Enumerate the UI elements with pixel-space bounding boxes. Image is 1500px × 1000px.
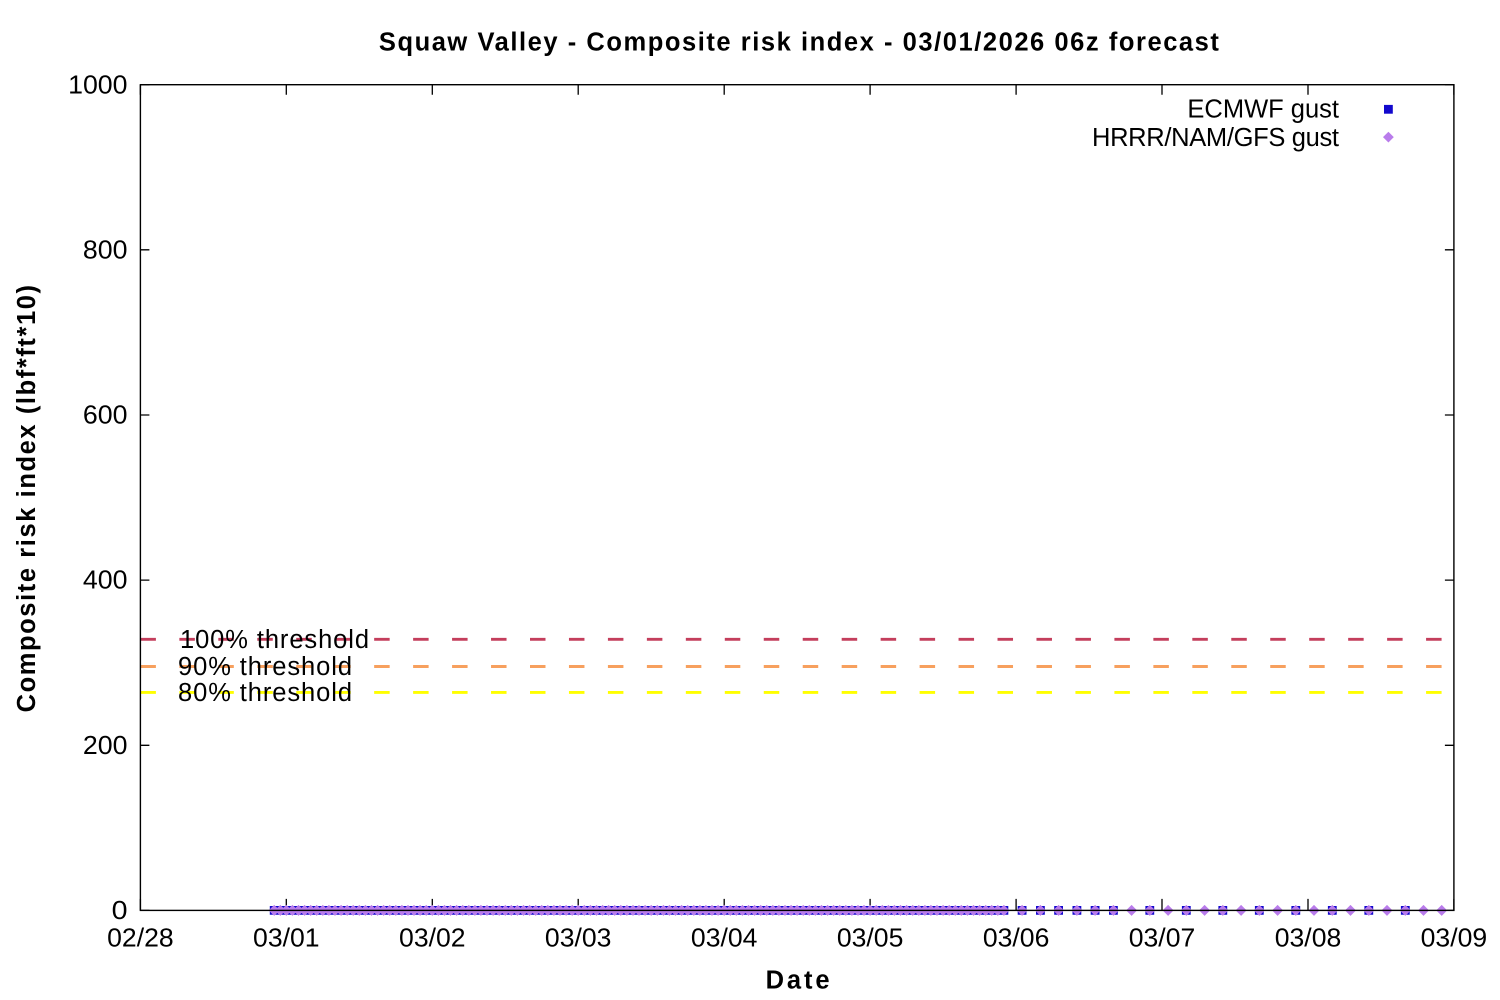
svg-text:02/28: 02/28	[107, 925, 174, 953]
svg-text:Date: Date	[766, 966, 830, 994]
svg-text:03/05: 03/05	[837, 925, 904, 953]
svg-text:80% threshold: 80% threshold	[178, 679, 352, 707]
svg-text:400: 400	[83, 567, 128, 595]
svg-text:03/03: 03/03	[545, 925, 612, 953]
svg-text:03/01: 03/01	[253, 925, 320, 953]
svg-text:100% threshold: 100% threshold	[180, 626, 369, 654]
svg-text:0: 0	[112, 897, 128, 925]
svg-text:03/08: 03/08	[1275, 925, 1342, 953]
svg-text:200: 200	[83, 732, 128, 760]
svg-text:HRRR/NAM/GFS gust: HRRR/NAM/GFS gust	[1092, 124, 1339, 152]
svg-text:90% threshold: 90% threshold	[178, 653, 352, 681]
svg-text:03/09: 03/09	[1421, 925, 1488, 953]
svg-text:03/04: 03/04	[691, 925, 758, 953]
svg-text:03/07: 03/07	[1129, 925, 1196, 953]
svg-text:03/06: 03/06	[983, 925, 1050, 953]
svg-text:800: 800	[83, 236, 128, 264]
svg-text:Squaw Valley - Composite risk: Squaw Valley - Composite risk index - 03…	[379, 29, 1220, 57]
svg-text:ECMWF gust: ECMWF gust	[1187, 95, 1339, 123]
svg-text:1000: 1000	[68, 71, 127, 99]
svg-text:600: 600	[83, 402, 128, 430]
svg-text:03/02: 03/02	[399, 925, 466, 953]
